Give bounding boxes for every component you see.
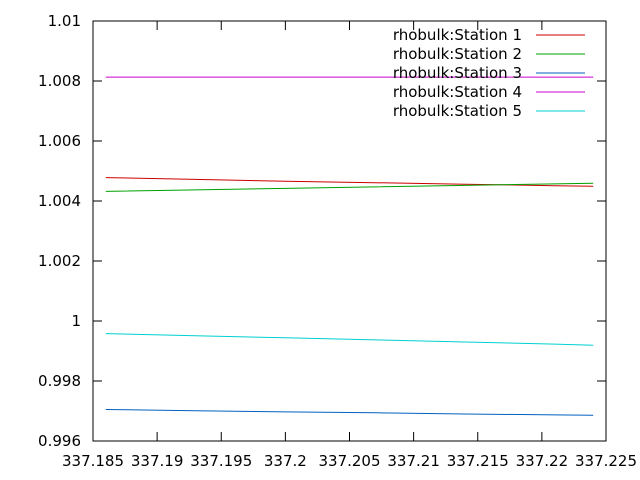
- legend-label: rhobulk:Station 1: [393, 26, 522, 44]
- legend-label: rhobulk:Station 4: [393, 83, 522, 101]
- plot-frame: [92, 20, 607, 442]
- y-tick-label: 0.998: [38, 372, 81, 390]
- series-line-station-2: [105, 182, 594, 192]
- y-tick-label: 1.008: [38, 72, 81, 90]
- y-tick-label: 1: [71, 312, 81, 330]
- y-tick-label: 1.004: [38, 192, 81, 210]
- legend-label: rhobulk:Station 3: [393, 64, 522, 82]
- x-tick-label: 337.2: [264, 452, 307, 470]
- y-tick-label: 1.006: [38, 132, 81, 150]
- series-line-station-3: [105, 409, 594, 416]
- series-layer: [105, 76, 594, 416]
- series-line-station-1: [105, 177, 594, 187]
- x-tick-label: 337.185: [62, 452, 124, 470]
- x-tick-label: 337.195: [190, 452, 252, 470]
- y-tick-label: 1.002: [38, 252, 81, 270]
- series-line-station-5: [105, 333, 594, 346]
- y-tick-label: 1.01: [48, 12, 81, 30]
- x-tick-label: 337.22: [516, 452, 569, 470]
- x-tick-label: 337.21: [387, 452, 440, 470]
- tick-layer: 0.996 0.998 1 1.002 1.004 1.006 1.008 1.01 337.1…: [38, 12, 637, 470]
- x-tick-label: 337.225: [575, 452, 637, 470]
- y-tick-label: 0.996: [38, 432, 81, 450]
- x-tick-label: 337.19: [131, 452, 184, 470]
- x-tick-label: 337.215: [447, 452, 509, 470]
- legend-label: rhobulk:Station 2: [393, 45, 522, 63]
- legend-label: rhobulk:Station 5: [393, 102, 522, 120]
- x-tick-label: 337.205: [318, 452, 380, 470]
